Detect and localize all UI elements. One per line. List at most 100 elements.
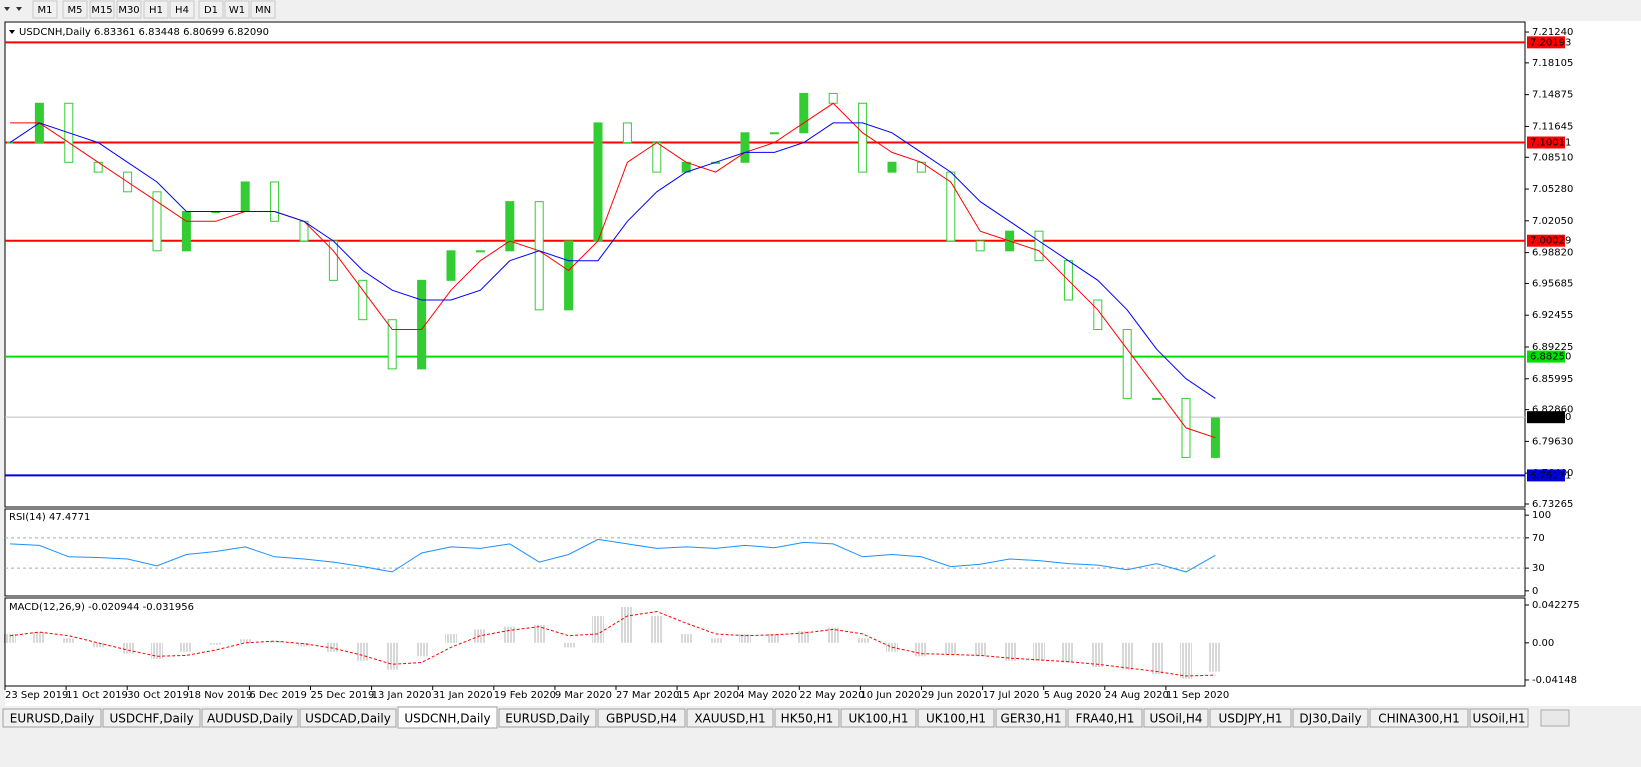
tab-label[interactable]: GBPUSD,H4 [606, 712, 677, 726]
tab-label[interactable]: AUDUSD,Daily [207, 712, 293, 726]
candle [1122, 329, 1132, 399]
tab-background[interactable] [917, 708, 995, 728]
timeframe-button[interactable] [116, 0, 142, 19]
macd-bar [915, 642, 928, 657]
candle [505, 201, 515, 252]
level-label: 6.76171 [1530, 470, 1571, 481]
y-tick-label: 6.82860 [1532, 405, 1573, 416]
candle [152, 191, 162, 252]
timeframe-button[interactable] [143, 0, 169, 19]
macd-bar [621, 607, 634, 643]
tab-background[interactable] [2, 708, 102, 728]
timeframe-button[interactable] [169, 0, 195, 19]
tab-label[interactable]: HK50,H1 [781, 712, 834, 726]
timeframe-button[interactable] [32, 0, 58, 19]
tab[interactable]: EURUSD,Daily [2, 708, 102, 728]
tab-label[interactable]: GER30,H1 [1001, 712, 1062, 726]
tab-background[interactable] [1143, 708, 1209, 728]
tab-label[interactable]: UK100,H1 [848, 712, 908, 726]
y-tick-label: 6.73265 [1532, 499, 1573, 510]
tab-scroll[interactable] [1540, 709, 1570, 727]
tab[interactable]: USDCNH,Daily [397, 706, 498, 729]
tab-background[interactable] [1067, 708, 1143, 728]
tab[interactable]: USOil,H1 [1469, 708, 1529, 728]
tab-background[interactable] [774, 708, 840, 728]
tab-label[interactable]: CHINA300,H1 [1378, 712, 1460, 726]
timeframe-label[interactable]: M5 [68, 5, 83, 16]
tab-background[interactable] [201, 708, 299, 728]
x-tick-label: 9 Mar 2020 [555, 690, 612, 701]
y-tick-label: 6.92455 [1532, 310, 1573, 321]
macd-bar [1091, 642, 1104, 668]
tab-background[interactable] [1209, 708, 1292, 728]
tab-background[interactable] [1369, 708, 1469, 728]
tab-background[interactable] [102, 708, 201, 728]
tab-background[interactable] [299, 708, 397, 728]
timeframe-label[interactable]: M15 [91, 5, 112, 16]
tab-label[interactable]: USDCHF,Daily [109, 712, 193, 726]
x-tick-label: 30 Oct 2019 [127, 690, 189, 701]
timeframe-label[interactable]: D1 [204, 5, 218, 16]
tab-background[interactable] [498, 708, 597, 728]
y-tick-label: 6.79630 [1532, 436, 1573, 447]
tab-background[interactable] [995, 708, 1067, 728]
macd-bar [503, 626, 516, 643]
tab[interactable]: GER30,H1 [995, 708, 1067, 728]
tab[interactable]: USDCHF,Daily [102, 708, 201, 728]
tab-label[interactable]: USOil,H1 [1473, 712, 1526, 726]
tab-label[interactable]: USDCAD,Daily [305, 712, 391, 726]
timeframe-label[interactable]: M30 [118, 5, 139, 16]
macd-bar [356, 642, 369, 661]
tab-label[interactable]: UK100,H1 [926, 712, 986, 726]
macd-header: MACD(12,26,9) -0.020944 -0.031956 [9, 602, 194, 613]
tab-label[interactable]: DJ30,Daily [1299, 712, 1361, 726]
tab-background[interactable] [1292, 708, 1369, 728]
tab-label[interactable]: USOil,H4 [1150, 712, 1203, 726]
tab[interactable]: USOil,H4 [1143, 708, 1209, 728]
tab-label[interactable]: FRA40,H1 [1076, 712, 1135, 726]
tab[interactable]: AUDUSD,Daily [201, 708, 299, 728]
timeframe-label[interactable]: H1 [149, 5, 163, 16]
timeframe-button[interactable] [250, 0, 276, 19]
tab-label[interactable]: EURUSD,Daily [10, 712, 95, 726]
tab-background[interactable] [840, 708, 917, 728]
candle [769, 132, 779, 135]
tab-label[interactable]: EURUSD,Daily [505, 712, 590, 726]
macd-bar [1121, 642, 1134, 670]
timeframe-label[interactable]: M1 [38, 5, 53, 16]
rsi-panel [4, 508, 1526, 597]
timeframe-button[interactable] [198, 0, 224, 19]
tab-background[interactable] [597, 708, 686, 728]
tab-label[interactable]: XAUUSD,H1 [694, 712, 765, 726]
tab-background[interactable] [686, 708, 774, 728]
x-tick-label: 31 Jan 2020 [433, 690, 493, 701]
tab[interactable]: USDJPY,H1 [1209, 708, 1292, 728]
tab-label[interactable]: USDJPY,H1 [1219, 712, 1283, 726]
y-tick-label: 30 [1532, 563, 1545, 574]
y-tick-label: 0 [1532, 586, 1538, 597]
timeframe-button[interactable] [224, 0, 250, 19]
tab[interactable]: HK50,H1 [774, 708, 840, 728]
tab[interactable]: CHINA300,H1 [1369, 708, 1469, 728]
tab[interactable]: DJ30,Daily [1292, 708, 1369, 728]
timeframe-label[interactable]: W1 [229, 5, 245, 16]
tab[interactable]: UK100,H1 [917, 708, 995, 728]
candle [740, 132, 750, 163]
y-tick-label: 7.05280 [1532, 184, 1573, 195]
timeframe-label[interactable]: MN [255, 5, 271, 16]
tab[interactable]: UK100,H1 [840, 708, 917, 728]
tab-background[interactable] [397, 706, 498, 729]
tab[interactable]: FRA40,H1 [1067, 708, 1143, 728]
tab[interactable]: XAUUSD,H1 [686, 708, 774, 728]
tab-label[interactable]: USDCNH,Daily [404, 712, 490, 726]
tab-background[interactable] [1469, 708, 1529, 728]
timeframe-button[interactable] [89, 0, 115, 19]
toolbar-icon[interactable] [4, 7, 22, 11]
y-tick-label: 7.18105 [1532, 58, 1573, 69]
timeframe-button[interactable] [62, 0, 88, 19]
tab[interactable]: USDCAD,Daily [299, 708, 397, 728]
tab[interactable]: GBPUSD,H4 [597, 708, 686, 728]
timeframe-label[interactable]: H4 [175, 5, 189, 16]
tab[interactable]: EURUSD,Daily [498, 708, 597, 728]
